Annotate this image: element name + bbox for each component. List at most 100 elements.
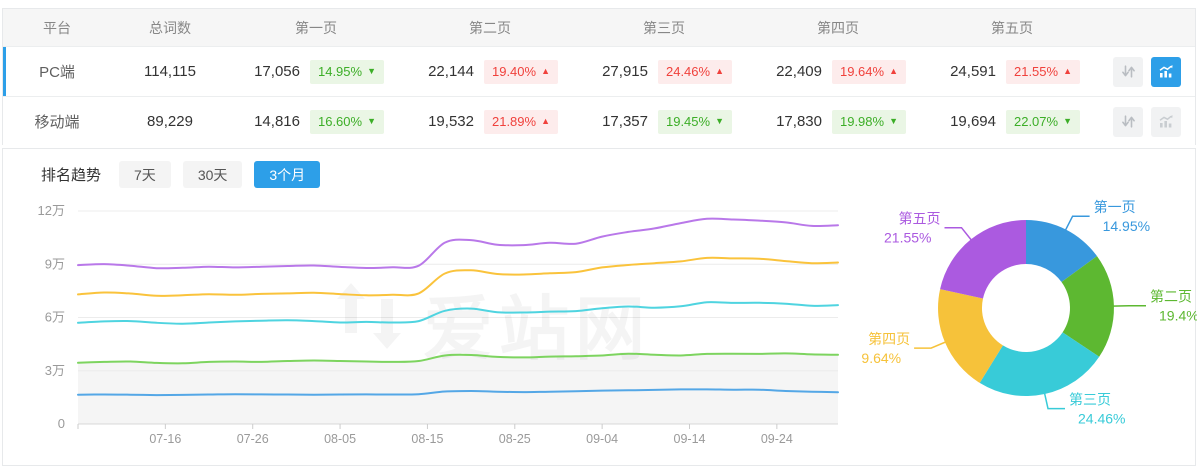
page-count: 17,357 <box>602 113 648 130</box>
donut-slice-page-5[interactable] <box>940 220 1026 299</box>
donut-label-name: 第四页 <box>868 331 910 347</box>
col-header-platform: 平台 <box>43 19 71 36</box>
page-count: 19,532 <box>428 113 474 130</box>
page-count: 22,144 <box>428 63 474 80</box>
table-row[interactable]: PC端 114,115 17,056 14.95% ▼ 22,144 19.40% ▲ 27,9… <box>3 46 1195 96</box>
line-series-page-4 <box>77 256 839 297</box>
line-series-page-5 <box>77 217 839 270</box>
percent-value: 21.89% <box>491 114 537 129</box>
col-header-total: 总词数 <box>149 19 191 36</box>
sort-button[interactable] <box>1113 106 1143 137</box>
page-cell-4: 22,409 19.64% ▲ <box>751 59 925 84</box>
donut-label-percent: 19.64% <box>861 350 901 366</box>
chart-toggle-button[interactable] <box>1151 106 1181 137</box>
total-count: 114,115 <box>144 63 196 80</box>
range-tab-3[interactable]: 3个月 <box>254 161 321 188</box>
donut-label-name: 第三页 <box>1069 392 1111 408</box>
chart-toggle-button[interactable] <box>1151 56 1181 87</box>
page-cell-2: 22,144 19.40% ▲ <box>403 59 577 84</box>
page-distribution-donut: 第一页 14.95% 第二页 19.4% 第三页 24.46% 第四页 19.64% 第五页 21… <box>861 199 1197 427</box>
line-series-page-1 <box>77 388 839 397</box>
table-header: 平台 总词数 第一页 第二页 第三页 第四页 第五页 <box>3 9 1195 46</box>
x-axis-label: 07-26 <box>237 432 269 446</box>
chart-icon <box>1159 115 1173 128</box>
range-tabs: 7天 30天 3个月 <box>119 161 321 188</box>
donut-label-percent: 21.55% <box>884 230 931 246</box>
page-cell-4: 17,830 19.98% ▼ <box>751 109 925 134</box>
x-axis-label: 07-16 <box>149 432 181 446</box>
donut-slice-page-1[interactable] <box>1026 220 1097 282</box>
range-tab-1[interactable]: 7天 <box>119 161 171 188</box>
donut-label-line <box>914 340 948 349</box>
table-body: PC端 114,115 17,056 14.95% ▼ 22,144 19.40% ▲ 27,9… <box>3 46 1195 146</box>
page-count: 19,694 <box>950 113 996 130</box>
page-count: 17,830 <box>776 113 822 130</box>
percent-badge: 22.07% ▼ <box>1005 109 1080 134</box>
page-count: 27,915 <box>602 63 648 80</box>
sort-icon <box>1121 65 1135 78</box>
trend-down-icon: ▼ <box>1063 116 1072 126</box>
x-axis-label: 08-25 <box>499 432 531 446</box>
trend-header: 排名趋势 7天 30天 3个月 <box>41 161 321 188</box>
percent-badge: 19.40% ▲ <box>483 59 558 84</box>
trend-down-icon: ▼ <box>889 116 898 126</box>
percent-badge: 19.64% ▲ <box>831 59 906 84</box>
donut-label-name: 第一页 <box>1094 199 1136 215</box>
percent-value: 24.46% <box>665 64 711 79</box>
range-tab-2[interactable]: 30天 <box>182 161 243 188</box>
donut-label-line <box>1064 215 1090 232</box>
trend-up-icon: ▲ <box>1063 66 1072 76</box>
percent-value: 22.07% <box>1013 114 1059 129</box>
percent-badge: 16.60% ▼ <box>309 109 384 134</box>
trend-down-icon: ▼ <box>367 116 376 126</box>
page-count: 22,409 <box>776 63 822 80</box>
y-axis-label: 9万 <box>45 256 65 271</box>
x-axis-label: 08-05 <box>324 432 356 446</box>
row-actions <box>1099 56 1195 87</box>
page-cell-5: 19,694 22.07% ▼ <box>925 109 1099 134</box>
trend-panel: 排名趋势 7天 30天 3个月 0 3万 6万 9万 12万 爱站网 07-16 07-26 08-… <box>2 148 1197 466</box>
total-count: 89,229 <box>147 113 193 130</box>
col-header-page-2: 第二页 <box>469 19 511 36</box>
page-count: 24,591 <box>950 63 996 80</box>
trend-up-icon: ▲ <box>889 66 898 76</box>
sort-icon <box>1121 115 1135 128</box>
percent-value: 21.55% <box>1013 64 1059 79</box>
percent-badge: 21.89% ▲ <box>483 109 558 134</box>
trend-title: 排名趋势 <box>41 167 102 184</box>
donut-label-name: 第五页 <box>899 211 941 227</box>
platform-cell: 移动端 <box>3 111 111 132</box>
x-axis-label: 08-15 <box>411 432 443 446</box>
y-axis-label: 12万 <box>38 203 65 218</box>
x-axis-label: 09-14 <box>674 432 706 446</box>
y-axis-label: 0 <box>58 416 65 431</box>
sort-button[interactable] <box>1113 56 1143 87</box>
trend-down-icon: ▼ <box>715 116 724 126</box>
donut-slice-page-4[interactable] <box>938 289 1003 383</box>
donut-slice-page-2[interactable] <box>1061 256 1114 357</box>
percent-badge: 21.55% ▲ <box>1005 59 1080 84</box>
row-actions <box>1099 106 1195 137</box>
page-count: 14,816 <box>254 113 300 130</box>
table-row[interactable]: 移动端 89,229 14,816 16.60% ▼ 19,532 21.89% ▲ 17,35… <box>3 96 1195 146</box>
platform-cell: PC端 <box>3 61 111 82</box>
donut-label-percent: 24.46% <box>1078 411 1125 427</box>
line-series-page-3 <box>77 301 839 325</box>
donut-label-name: 第二页 <box>1150 289 1192 305</box>
percent-value: 19.98% <box>839 114 885 129</box>
page-count: 17,056 <box>254 63 300 80</box>
page-cell-5: 24,591 21.55% ▲ <box>925 59 1099 84</box>
percent-value: 19.45% <box>665 114 711 129</box>
donut-label-percent: 14.95% <box>1103 218 1150 234</box>
page-cell-3: 27,915 24.46% ▲ <box>577 59 751 84</box>
total-cell: 89,229 <box>111 113 229 130</box>
percent-badge: 14.95% ▼ <box>309 59 384 84</box>
percent-value: 16.60% <box>317 114 363 129</box>
percent-badge: 24.46% ▲ <box>657 59 732 84</box>
trend-up-icon: ▲ <box>541 66 550 76</box>
line-series-page-2 <box>77 352 839 365</box>
donut-slice-page-3[interactable] <box>979 332 1100 397</box>
percent-value: 14.95% <box>317 64 363 79</box>
chart-icon <box>1159 65 1173 78</box>
